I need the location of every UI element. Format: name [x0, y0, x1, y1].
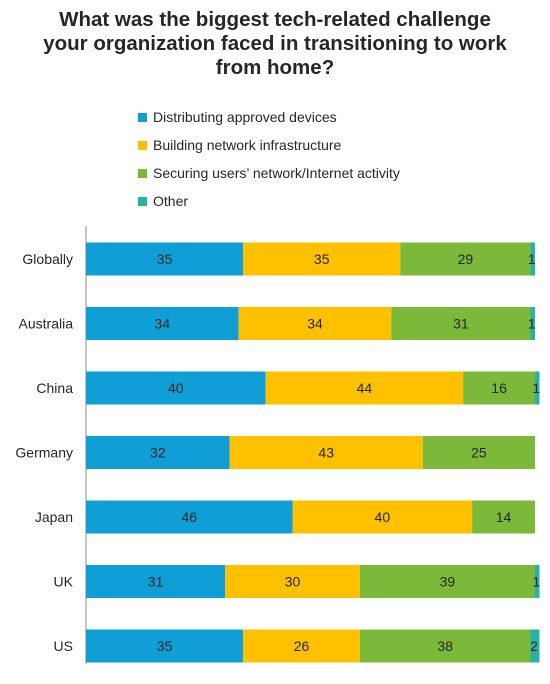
bar-segment [292, 500, 473, 534]
legend-item: Building network infrastructure [138, 131, 400, 159]
category-label: Germany [15, 445, 73, 461]
bar-segment [391, 307, 531, 340]
category-label: Australia [19, 316, 74, 332]
legend-label: Securing users’ network/Internet activit… [153, 165, 400, 181]
bar-segment [359, 565, 535, 598]
category-label: UK [54, 574, 74, 590]
legend-swatch [138, 168, 147, 178]
legend-swatch [138, 112, 147, 122]
bar-segment [422, 436, 535, 469]
bar-segment [400, 242, 531, 276]
bar-segment [86, 307, 239, 340]
data-label: 31 [453, 316, 469, 332]
bar-segment [535, 565, 540, 598]
data-label: 39 [440, 574, 456, 590]
bar-segment [535, 371, 540, 405]
data-label: 14 [496, 509, 512, 525]
bar-segment [265, 371, 464, 405]
data-label: 44 [357, 380, 373, 396]
bar-segment [86, 500, 293, 534]
bar-segment [229, 436, 423, 469]
data-label: 35 [157, 251, 173, 267]
data-label: 34 [307, 316, 323, 332]
chart-title-line: from home? [215, 56, 335, 79]
data-label: 1 [532, 574, 540, 590]
legend-label: Distributing approved devices [153, 109, 337, 125]
bar-segment [86, 371, 266, 405]
data-label: 1 [528, 251, 536, 267]
category-label: US [54, 638, 73, 654]
bar-segment [86, 242, 244, 276]
bar-segment [238, 307, 392, 340]
data-label: 26 [294, 638, 310, 654]
bar-segment [243, 242, 401, 276]
legend-label: Building network infrastructure [153, 137, 342, 153]
data-label: 1 [528, 316, 536, 332]
data-label: 29 [458, 251, 474, 267]
data-label: 32 [150, 445, 166, 461]
bar-segment [463, 371, 535, 405]
data-label: 35 [314, 251, 330, 267]
chart-legend: Distributing approved devices Building n… [138, 103, 400, 215]
legend-item: Other [138, 187, 400, 215]
data-label: 25 [471, 445, 487, 461]
data-label: 40 [168, 380, 184, 396]
data-label: 35 [157, 638, 173, 654]
legend-swatch [138, 196, 147, 206]
data-label: 46 [181, 509, 197, 525]
chart-title-line: your organization faced in transitioning… [43, 32, 507, 55]
legend-swatch [138, 140, 147, 150]
bar-segment [359, 629, 531, 663]
category-label: China [36, 380, 73, 396]
data-label: 34 [155, 316, 171, 332]
bar-segment [530, 629, 540, 663]
bar-segment [86, 565, 226, 598]
category-label: Globally [22, 251, 73, 267]
bar-segment [86, 629, 244, 663]
bar-segment [225, 565, 360, 598]
data-label: 43 [318, 445, 334, 461]
data-label: 40 [375, 509, 391, 525]
data-label: 31 [148, 574, 164, 590]
bar-segment [86, 436, 230, 469]
data-label: 16 [491, 380, 507, 396]
legend-label: Other [153, 193, 189, 209]
bar-segment [243, 629, 360, 663]
category-label: Japan [35, 509, 73, 525]
data-label: 2 [530, 638, 538, 654]
bar-segment [530, 242, 535, 276]
data-label: 1 [532, 380, 540, 396]
data-label: 30 [285, 574, 301, 590]
bar-segment [472, 500, 535, 534]
legend-item: Securing users’ network/Internet activit… [138, 159, 400, 187]
bar-segment [530, 307, 535, 340]
chart-title-line: What was the biggest tech-related challe… [59, 8, 491, 31]
data-label: 38 [437, 638, 453, 654]
chart-title: What was the biggest tech-related challe… [10, 8, 540, 80]
legend-item: Distributing approved devices [138, 103, 400, 131]
